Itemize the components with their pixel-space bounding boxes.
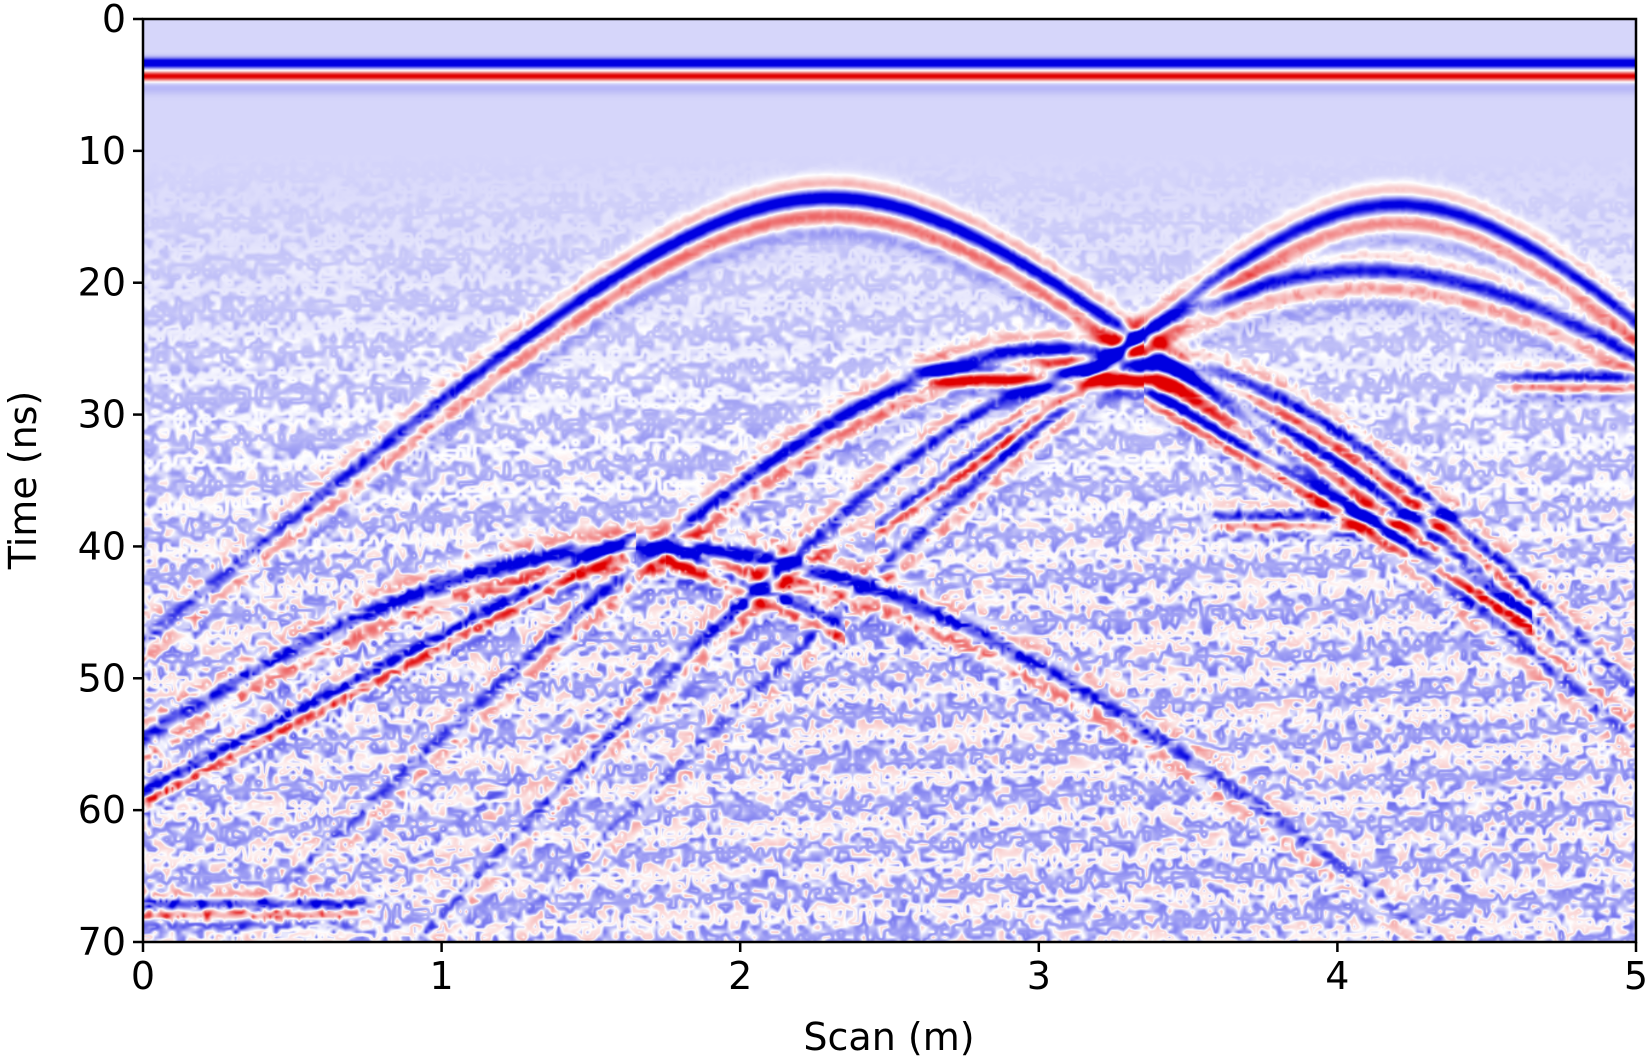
x-tick-label: 1 <box>430 954 454 998</box>
y-axis-ticks: 0 10 20 30 40 50 60 70 <box>78 0 143 964</box>
y-tick-label: 10 <box>78 129 126 173</box>
x-tick-label: 2 <box>728 954 752 998</box>
plot-area <box>141 17 1638 944</box>
y-tick-label: 50 <box>78 656 126 700</box>
y-tick-label: 40 <box>78 524 126 568</box>
x-tick-label: 0 <box>131 954 155 998</box>
x-tick-label: 4 <box>1325 954 1349 998</box>
y-tick-label: 60 <box>78 788 126 832</box>
y-tick-label: 0 <box>102 0 126 41</box>
plot-frame <box>141 17 1638 944</box>
x-axis-title: Scan (m) <box>803 1015 974 1059</box>
x-tick-label: 3 <box>1027 954 1051 998</box>
radargram-heatmap <box>143 19 1636 942</box>
y-tick-label: 70 <box>78 920 126 964</box>
y-axis-title: Time (ns) <box>1 391 45 571</box>
x-tick-label: 5 <box>1624 954 1648 998</box>
y-tick-label: 20 <box>78 261 126 305</box>
y-tick-label: 30 <box>78 393 126 437</box>
x-axis-ticks: 0 1 2 3 4 5 <box>131 942 1648 998</box>
